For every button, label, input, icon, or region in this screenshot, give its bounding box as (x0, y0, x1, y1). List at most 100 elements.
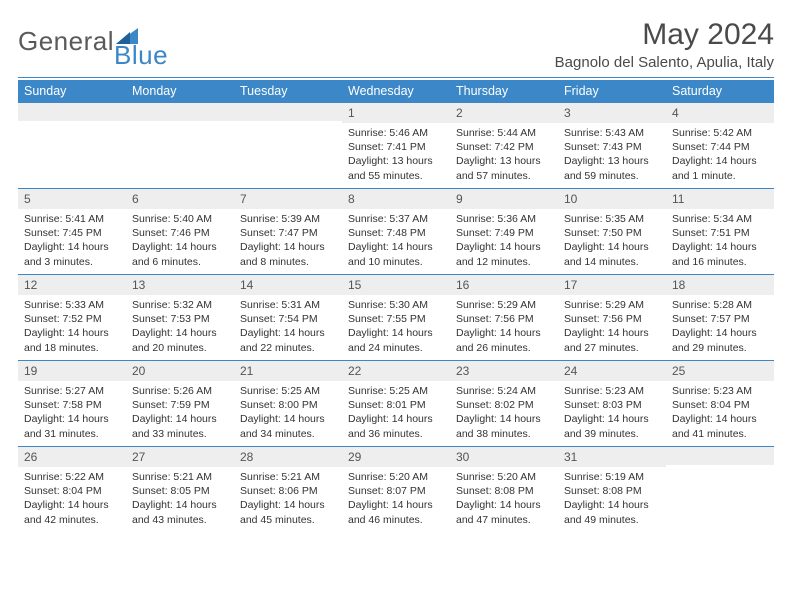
day-details: Sunrise: 5:37 AMSunset: 7:48 PMDaylight:… (342, 209, 450, 273)
calendar-day-cell: 6Sunrise: 5:40 AMSunset: 7:46 PMDaylight… (126, 189, 234, 275)
day-details: Sunrise: 5:33 AMSunset: 7:52 PMDaylight:… (18, 295, 126, 359)
calendar-day-cell: 12Sunrise: 5:33 AMSunset: 7:52 PMDayligh… (18, 275, 126, 361)
calendar-day-cell: 16Sunrise: 5:29 AMSunset: 7:56 PMDayligh… (450, 275, 558, 361)
calendar-week-row: 1Sunrise: 5:46 AMSunset: 7:41 PMDaylight… (18, 103, 774, 189)
calendar-day-cell: 23Sunrise: 5:24 AMSunset: 8:02 PMDayligh… (450, 361, 558, 447)
sunset-text: Sunset: 7:50 PM (564, 226, 660, 240)
daylight-text: Daylight: 14 hours and 12 minutes. (456, 240, 552, 268)
calendar-day-cell: 30Sunrise: 5:20 AMSunset: 8:08 PMDayligh… (450, 447, 558, 533)
day-number: 7 (234, 189, 342, 209)
sunset-text: Sunset: 7:56 PM (456, 312, 552, 326)
calendar-day-cell: 26Sunrise: 5:22 AMSunset: 8:04 PMDayligh… (18, 447, 126, 533)
calendar-day-cell: 25Sunrise: 5:23 AMSunset: 8:04 PMDayligh… (666, 361, 774, 447)
day-number: 27 (126, 447, 234, 467)
daylight-text: Daylight: 14 hours and 3 minutes. (24, 240, 120, 268)
day-number: 8 (342, 189, 450, 209)
calendar-day-cell: 9Sunrise: 5:36 AMSunset: 7:49 PMDaylight… (450, 189, 558, 275)
day-number: 24 (558, 361, 666, 381)
sunset-text: Sunset: 7:56 PM (564, 312, 660, 326)
day-details: Sunrise: 5:24 AMSunset: 8:02 PMDaylight:… (450, 381, 558, 445)
sunrise-text: Sunrise: 5:35 AM (564, 212, 660, 226)
day-number: 19 (18, 361, 126, 381)
sunrise-text: Sunrise: 5:40 AM (132, 212, 228, 226)
day-details: Sunrise: 5:26 AMSunset: 7:59 PMDaylight:… (126, 381, 234, 445)
day-number: 21 (234, 361, 342, 381)
weekday-header: Thursday (450, 80, 558, 103)
sunset-text: Sunset: 7:43 PM (564, 140, 660, 154)
day-number: 23 (450, 361, 558, 381)
sunrise-text: Sunrise: 5:23 AM (564, 384, 660, 398)
daylight-text: Daylight: 14 hours and 47 minutes. (456, 498, 552, 526)
day-number: 30 (450, 447, 558, 467)
sunrise-text: Sunrise: 5:36 AM (456, 212, 552, 226)
sunrise-text: Sunrise: 5:19 AM (564, 470, 660, 484)
day-details: Sunrise: 5:40 AMSunset: 7:46 PMDaylight:… (126, 209, 234, 273)
day-details: Sunrise: 5:35 AMSunset: 7:50 PMDaylight:… (558, 209, 666, 273)
day-number (18, 103, 126, 121)
sunset-text: Sunset: 7:48 PM (348, 226, 444, 240)
header: General Blue May 2024 Bagnolo del Salent… (18, 18, 774, 71)
sunrise-text: Sunrise: 5:34 AM (672, 212, 768, 226)
logo: General Blue (18, 26, 190, 57)
day-number: 6 (126, 189, 234, 209)
day-details: Sunrise: 5:22 AMSunset: 8:04 PMDaylight:… (18, 467, 126, 531)
sunset-text: Sunset: 7:45 PM (24, 226, 120, 240)
sunrise-text: Sunrise: 5:31 AM (240, 298, 336, 312)
day-number: 4 (666, 103, 774, 123)
sunrise-text: Sunrise: 5:25 AM (348, 384, 444, 398)
day-number: 20 (126, 361, 234, 381)
sunrise-text: Sunrise: 5:24 AM (456, 384, 552, 398)
day-details: Sunrise: 5:39 AMSunset: 7:47 PMDaylight:… (234, 209, 342, 273)
sunset-text: Sunset: 7:58 PM (24, 398, 120, 412)
day-details: Sunrise: 5:44 AMSunset: 7:42 PMDaylight:… (450, 123, 558, 187)
day-details: Sunrise: 5:20 AMSunset: 8:07 PMDaylight:… (342, 467, 450, 531)
sunset-text: Sunset: 7:42 PM (456, 140, 552, 154)
sunrise-text: Sunrise: 5:26 AM (132, 384, 228, 398)
daylight-text: Daylight: 14 hours and 42 minutes. (24, 498, 120, 526)
day-number: 3 (558, 103, 666, 123)
calendar-week-row: 19Sunrise: 5:27 AMSunset: 7:58 PMDayligh… (18, 361, 774, 447)
sunrise-text: Sunrise: 5:28 AM (672, 298, 768, 312)
day-number: 17 (558, 275, 666, 295)
weekday-header: Saturday (666, 80, 774, 103)
calendar-day-cell: 31Sunrise: 5:19 AMSunset: 8:08 PMDayligh… (558, 447, 666, 533)
day-number: 11 (666, 189, 774, 209)
day-details: Sunrise: 5:23 AMSunset: 8:04 PMDaylight:… (666, 381, 774, 445)
daylight-text: Daylight: 14 hours and 45 minutes. (240, 498, 336, 526)
sunset-text: Sunset: 7:41 PM (348, 140, 444, 154)
calendar-day-cell: 4Sunrise: 5:42 AMSunset: 7:44 PMDaylight… (666, 103, 774, 189)
day-details: Sunrise: 5:43 AMSunset: 7:43 PMDaylight:… (558, 123, 666, 187)
weekday-header: Tuesday (234, 80, 342, 103)
day-details: Sunrise: 5:30 AMSunset: 7:55 PMDaylight:… (342, 295, 450, 359)
calendar-day-cell: 21Sunrise: 5:25 AMSunset: 8:00 PMDayligh… (234, 361, 342, 447)
calendar-day-cell: 13Sunrise: 5:32 AMSunset: 7:53 PMDayligh… (126, 275, 234, 361)
day-number: 12 (18, 275, 126, 295)
sunrise-text: Sunrise: 5:29 AM (564, 298, 660, 312)
sunset-text: Sunset: 7:49 PM (456, 226, 552, 240)
daylight-text: Daylight: 14 hours and 1 minute. (672, 154, 768, 182)
daylight-text: Daylight: 14 hours and 46 minutes. (348, 498, 444, 526)
calendar-day-cell: 11Sunrise: 5:34 AMSunset: 7:51 PMDayligh… (666, 189, 774, 275)
day-details: Sunrise: 5:25 AMSunset: 8:01 PMDaylight:… (342, 381, 450, 445)
weekday-header-row: SundayMondayTuesdayWednesdayThursdayFrid… (18, 80, 774, 103)
daylight-text: Daylight: 14 hours and 6 minutes. (132, 240, 228, 268)
day-number: 31 (558, 447, 666, 467)
daylight-text: Daylight: 14 hours and 38 minutes. (456, 412, 552, 440)
sunset-text: Sunset: 8:03 PM (564, 398, 660, 412)
day-number: 18 (666, 275, 774, 295)
month-title: May 2024 (555, 18, 774, 52)
day-details: Sunrise: 5:21 AMSunset: 8:06 PMDaylight:… (234, 467, 342, 531)
day-details: Sunrise: 5:34 AMSunset: 7:51 PMDaylight:… (666, 209, 774, 273)
sunset-text: Sunset: 8:01 PM (348, 398, 444, 412)
daylight-text: Daylight: 14 hours and 10 minutes. (348, 240, 444, 268)
day-number: 25 (666, 361, 774, 381)
sunrise-text: Sunrise: 5:20 AM (348, 470, 444, 484)
sunset-text: Sunset: 7:44 PM (672, 140, 768, 154)
sunset-text: Sunset: 7:57 PM (672, 312, 768, 326)
daylight-text: Daylight: 14 hours and 18 minutes. (24, 326, 120, 354)
day-details: Sunrise: 5:20 AMSunset: 8:08 PMDaylight:… (450, 467, 558, 531)
calendar-day-cell: 15Sunrise: 5:30 AMSunset: 7:55 PMDayligh… (342, 275, 450, 361)
sunrise-text: Sunrise: 5:23 AM (672, 384, 768, 398)
sunset-text: Sunset: 8:05 PM (132, 484, 228, 498)
sunrise-text: Sunrise: 5:46 AM (348, 126, 444, 140)
